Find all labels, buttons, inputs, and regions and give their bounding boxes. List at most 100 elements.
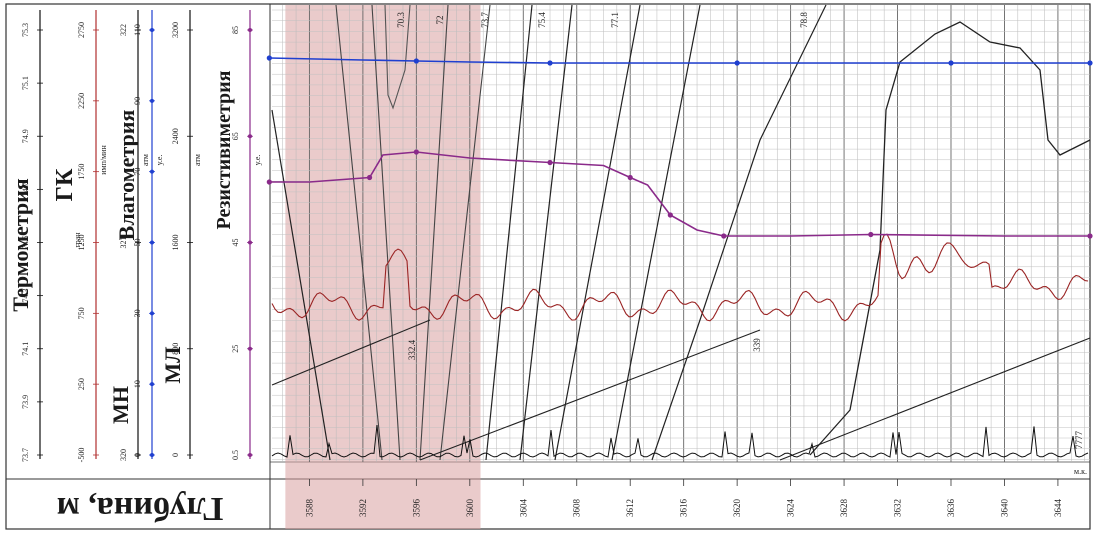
log-curves: 70.3 72 73.7 75.4 77.1 78.8 332.4 339 7777 <box>271 4 1091 461</box>
track-scale-label: 75.1 <box>21 76 30 90</box>
log-curve <box>779 337 1091 461</box>
track-scale-label: 10 <box>133 380 142 388</box>
series-point <box>413 149 419 155</box>
depth-axis-title: Глубина, м <box>57 490 224 527</box>
track-scale-label: 750 <box>77 307 86 319</box>
depth-tick-label: 3636 <box>946 499 956 518</box>
depth-tick-labels: 3588 3592 3596 3600 3604 3608 3612 3616 3620 3624… <box>304 467 1087 517</box>
track-headers: 73.7 73.9 74.1 74.3 74.5 74.7 74.9 75.1 75.3 320 3… <box>8 10 262 462</box>
track-scale-label: 1600 <box>171 235 180 251</box>
track-unit-label: атм <box>141 154 150 166</box>
curve-label: 7777 <box>1074 431 1084 450</box>
depth-tick-label: 3604 <box>518 499 528 518</box>
track-scale-label: 0 <box>133 453 142 457</box>
curve-label: 339 <box>752 338 762 352</box>
depth-tick-label: 3600 <box>465 499 475 518</box>
track-scale-label: 50 <box>133 239 142 247</box>
log-curve <box>519 4 573 461</box>
depth-tick-label: 3624 <box>786 499 796 518</box>
log-curve <box>271 319 431 386</box>
depth-tick-label: 3588 <box>304 499 314 518</box>
depth-tick-label: 3608 <box>572 499 582 518</box>
log-curve <box>651 4 827 461</box>
track-title: Резистивиметрия <box>213 70 235 229</box>
track-scale-label: 2750 <box>77 22 86 38</box>
series-point <box>627 174 633 181</box>
gk-curve <box>271 233 1089 322</box>
series-point <box>948 60 954 66</box>
track-scale-label: 25 <box>231 345 240 353</box>
curve-label: 78.8 <box>799 12 809 28</box>
track-scale-label: 321 <box>119 237 128 249</box>
log-curve <box>384 4 411 110</box>
track-unit-label: имп/мин <box>99 145 108 175</box>
track-scale-label: 0 <box>171 453 180 457</box>
track-scale-label: 90 <box>133 97 142 105</box>
track-title: МЛ <box>160 346 185 384</box>
track-title: Влагометрия <box>114 110 139 241</box>
series-line <box>269 57 1090 64</box>
track-scale-marker <box>248 134 252 139</box>
track-scale-label: 110 <box>133 24 142 36</box>
depth-tick-label: 3628 <box>839 499 849 518</box>
series-point <box>1087 233 1093 239</box>
track-scale-label: 2400 <box>171 128 180 144</box>
log-curve <box>554 4 641 461</box>
track-scale-label: 74.7 <box>21 182 30 196</box>
track-scale-label: 73.7 <box>21 448 30 462</box>
series-point <box>721 233 727 239</box>
curve-label: 77.1 <box>610 12 620 28</box>
log-curve <box>485 4 533 461</box>
track-scale-marker <box>150 98 154 103</box>
track-scale-marker <box>248 453 252 457</box>
series-point <box>266 55 272 61</box>
curve-label: 332.4 <box>407 339 417 360</box>
curve-label: 72 <box>435 16 445 25</box>
log-curve <box>371 4 401 461</box>
series-point <box>1087 60 1093 66</box>
track-scale-label: 250 <box>77 378 86 390</box>
track-scale-label: 1250 <box>77 235 86 251</box>
track-scale-label: 0.5 <box>231 450 240 460</box>
depth-tick-label: 3596 <box>411 499 421 518</box>
depth-tick-label: 3640 <box>999 499 1009 518</box>
log-frame <box>5 3 1091 530</box>
depth-tick-label: 3632 <box>893 499 903 517</box>
track-scale-label: 30 <box>133 309 142 317</box>
track-scale-marker <box>150 382 154 387</box>
series-group <box>266 55 1093 239</box>
curve-label: 75.4 <box>537 12 547 28</box>
curve-label: 70.3 <box>396 12 406 28</box>
track-title: Термометрия <box>8 178 33 312</box>
track-unit-label: у.е. <box>253 155 262 166</box>
curve-label: 73.7 <box>480 12 490 28</box>
track-scale-marker <box>248 28 252 32</box>
series-point <box>547 60 553 66</box>
depth-grid <box>272 5 1090 462</box>
log-curve <box>419 329 761 461</box>
track-unit-label: у.е. <box>155 155 164 166</box>
ml-curve <box>271 424 1089 458</box>
track-scale-label: 74.3 <box>21 289 30 303</box>
series-point <box>667 212 673 218</box>
log-curve <box>611 4 701 461</box>
series-point <box>868 231 874 238</box>
log-curve <box>271 109 331 461</box>
track-scale-label: 45 <box>231 239 240 247</box>
track-scale-label: 65 <box>231 132 240 140</box>
log-curve <box>335 4 383 461</box>
track-unit-label: гран <box>73 232 82 248</box>
track-scale-marker <box>150 240 154 245</box>
track-scale-label: 75.3 <box>21 23 30 37</box>
track-scale-marker <box>150 28 154 32</box>
series-point <box>413 58 419 64</box>
track-scale-label: 74.1 <box>21 342 30 356</box>
track-scale-marker <box>248 240 252 245</box>
track-scale-marker <box>248 346 252 351</box>
depth-axis-note: м.к. <box>1074 467 1087 476</box>
track-scale-label: 74.5 <box>21 236 30 250</box>
depth-tick-label: 3592 <box>358 499 368 517</box>
log-curve <box>809 21 1091 456</box>
track-title: МН <box>108 386 133 424</box>
